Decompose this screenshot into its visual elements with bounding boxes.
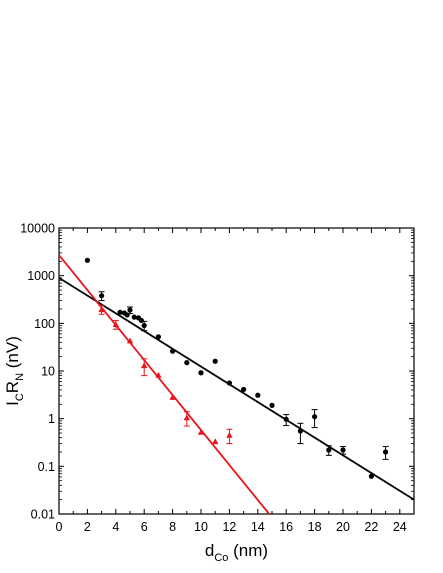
data-point-0 [99, 293, 105, 299]
x-tick-label: 6 [141, 520, 148, 534]
x-tick-label: 16 [279, 520, 293, 534]
data-point-0 [184, 360, 190, 366]
data-point-1 [169, 394, 176, 400]
fit-lines [59, 254, 414, 514]
data-point-0 [84, 257, 90, 263]
y-tick-label: 0.1 [38, 460, 55, 474]
x-tick-label: 20 [336, 520, 350, 534]
data-point-0 [241, 386, 247, 393]
y-tick-label: 0.01 [31, 508, 55, 522]
x-tick-label: 24 [393, 520, 407, 534]
plot-frame [58, 227, 415, 515]
data-point-1 [141, 362, 148, 369]
x-tick-label: 0 [56, 520, 63, 534]
data-point-1 [98, 306, 105, 313]
data-point-0 [340, 447, 346, 453]
data-point-1 [112, 321, 119, 327]
fit-line-1 [59, 254, 270, 514]
x-tick-label: 18 [308, 520, 322, 534]
data-points [84, 257, 389, 479]
data-point-0 [117, 309, 123, 315]
data-point-0 [368, 473, 374, 479]
data-point-0 [198, 370, 204, 376]
x-tick-label: 2 [84, 520, 91, 534]
x-tick-label: 8 [169, 520, 176, 534]
y-tick-label: 100 [34, 317, 55, 331]
x-tick-label: 14 [251, 520, 265, 534]
axis-ticks: 0 2 4 6 8 10 12 14 16 18 20 22 240.010.1110100100010… [20, 222, 415, 534]
x-tick-label: 4 [112, 520, 119, 534]
data-point-0 [212, 358, 218, 364]
data-point-0 [226, 380, 232, 386]
data-point-0 [312, 414, 318, 420]
data-point-1 [183, 414, 190, 421]
data-point-0 [269, 402, 275, 408]
y-axis-label: ICRN (nV) [3, 336, 26, 406]
data-point-0 [138, 317, 144, 324]
data-point-0 [326, 447, 332, 453]
data-point-1 [155, 371, 162, 378]
x-axis-label: dCo (nm) [205, 541, 268, 564]
data-point-0 [127, 307, 133, 313]
data-point-0 [141, 322, 147, 329]
y-tick-label: 1 [48, 412, 55, 426]
x-tick-label: 10 [194, 520, 208, 534]
y-tick-label: 10 [41, 365, 55, 379]
data-point-0 [283, 416, 289, 422]
x-tick-label: 12 [222, 520, 236, 534]
data-point-0 [383, 449, 389, 455]
data-point-1 [226, 431, 233, 438]
y-tick-label: 10000 [20, 222, 55, 236]
fit-line-0 [59, 277, 414, 501]
data-point-0 [131, 314, 137, 320]
data-point-1 [126, 337, 134, 344]
data-point-1 [197, 429, 205, 435]
x-tick-label: 22 [364, 520, 378, 534]
data-point-0 [170, 348, 176, 354]
data-point-0 [155, 334, 161, 340]
y-tick-label: 1000 [27, 269, 55, 283]
data-point-0 [297, 428, 303, 434]
data-point-0 [255, 392, 261, 398]
data-point-1 [212, 438, 219, 445]
